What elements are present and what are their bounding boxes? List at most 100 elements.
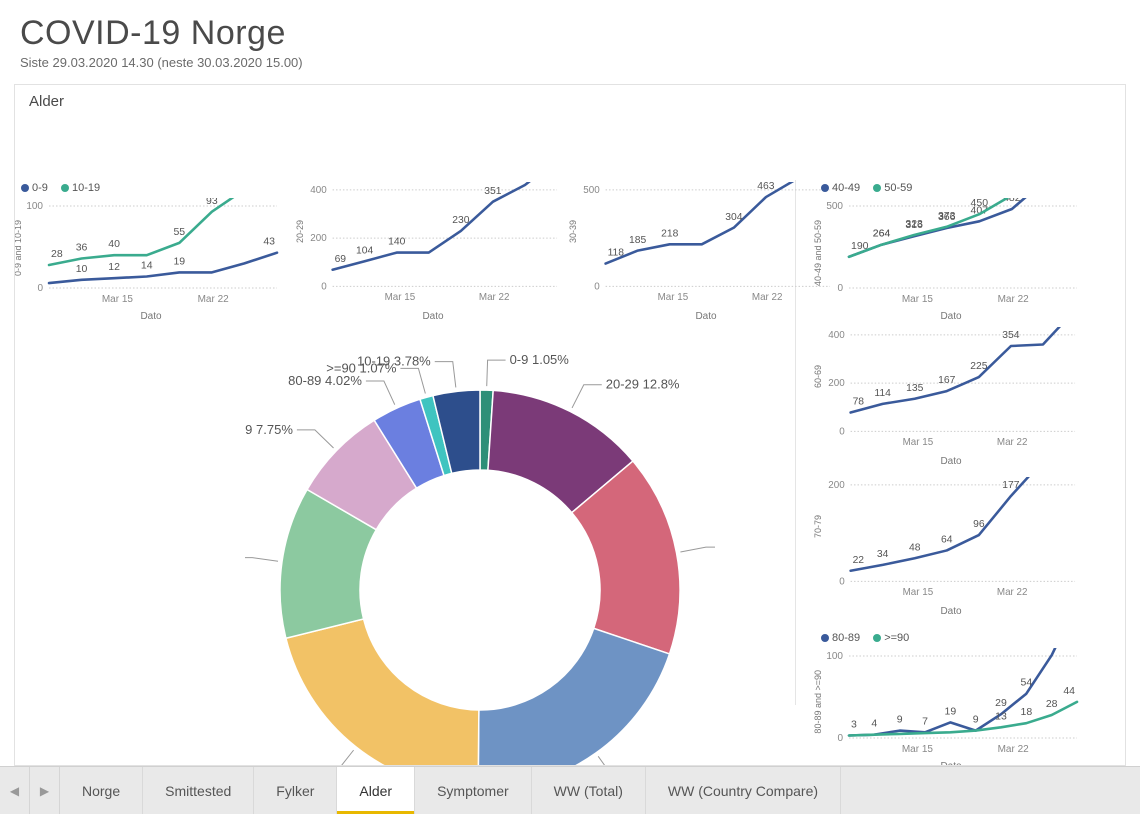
svg-text:40: 40 (108, 238, 120, 250)
bottom-tab-bar: ◀ ▶ Norge Smittested Fylker Alder Symptomer W… (0, 766, 1140, 814)
svg-text:351: 351 (484, 186, 501, 197)
svg-text:304: 304 (725, 212, 742, 223)
svg-text:118: 118 (608, 248, 625, 259)
svg-text:185: 185 (629, 235, 646, 246)
svg-text:22: 22 (853, 555, 865, 566)
age-donut-chart[interactable]: 0-9 1.05%20-29 12.8%30-39 16.33%40-49 19… (245, 355, 715, 766)
svg-text:9: 9 (897, 714, 903, 726)
svg-text:Mar 22: Mar 22 (752, 292, 783, 303)
svg-text:218: 218 (661, 228, 678, 239)
svg-text:36: 36 (76, 241, 88, 253)
chart-60-69[interactable]: 60-69 0 200 400 Mar 15 Mar 22 78 114 135 167 225 3… (815, 325, 1087, 465)
svg-text:167: 167 (938, 375, 955, 386)
svg-text:0-9 1.05%: 0-9 1.05% (510, 355, 570, 367)
svg-text:Mar 22: Mar 22 (997, 587, 1028, 598)
svg-text:0: 0 (594, 281, 600, 292)
svg-text:29: 29 (995, 697, 1007, 709)
tab-smittested[interactable]: Smittested (143, 767, 254, 814)
svg-text:13: 13 (995, 710, 1007, 722)
svg-text:200: 200 (828, 480, 845, 491)
svg-text:19: 19 (173, 255, 185, 267)
svg-text:96: 96 (973, 519, 985, 530)
svg-text:0: 0 (321, 281, 327, 292)
chart-40-49-50-59[interactable]: 40-49 50-59 40-49 and 50-59 0 500 Mar 15 Ma… (815, 180, 1087, 320)
svg-text:34: 34 (877, 549, 889, 560)
chart-60-69-xlabel: Dato (940, 456, 961, 467)
tab-scroll-left[interactable]: ◀ (0, 767, 30, 814)
svg-text:354: 354 (1002, 330, 1019, 341)
svg-text:230: 230 (452, 215, 469, 226)
svg-text:200: 200 (828, 378, 845, 389)
svg-text:Mar 22: Mar 22 (998, 744, 1030, 755)
tab-ww-total-[interactable]: WW (Total) (532, 767, 646, 814)
svg-text:500: 500 (583, 185, 600, 196)
svg-text:0: 0 (839, 576, 845, 587)
svg-text:Mar 15: Mar 15 (385, 292, 416, 303)
tab-alder[interactable]: Alder (337, 767, 415, 814)
svg-text:450: 450 (971, 198, 989, 209)
svg-text:0: 0 (839, 426, 845, 437)
svg-text:101: 101 (1043, 648, 1061, 650)
svg-text:Mar 22: Mar 22 (998, 294, 1030, 305)
svg-text:Mar 15: Mar 15 (102, 294, 134, 305)
svg-text:Mar 15: Mar 15 (902, 744, 934, 755)
chart-0-9-10-19[interactable]: 0-9 10-19 0-9 and 10-19 0 100 Mar 15 Mar 22… (15, 180, 287, 320)
svg-text:Mar 22: Mar 22 (198, 294, 230, 305)
svg-text:323: 323 (905, 218, 923, 230)
svg-text:Mar 15: Mar 15 (902, 294, 934, 305)
tab-items-container: Norge Smittested Fylker Alder Symptomer WW (T… (60, 767, 841, 814)
svg-text:28: 28 (1046, 698, 1058, 710)
svg-text:400: 400 (828, 330, 845, 341)
svg-text:0: 0 (837, 283, 843, 294)
svg-text:48: 48 (909, 542, 921, 553)
chart-80-89-svg: 0100Mar 15Mar 22349719929541011651318284… (815, 648, 1087, 758)
chart-0-9-legend: 0-9 10-19 (21, 182, 110, 194)
tab-fylker[interactable]: Fylker (254, 767, 337, 814)
svg-text:177: 177 (1002, 480, 1019, 491)
page-title: COVID-19 Norge (20, 14, 1120, 53)
svg-text:93: 93 (206, 198, 218, 207)
svg-text:70-79 7.75%: 70-79 7.75% (245, 422, 293, 437)
svg-text:Mar 15: Mar 15 (658, 292, 689, 303)
svg-text:69: 69 (335, 254, 347, 265)
svg-text:Mar 15: Mar 15 (903, 587, 934, 598)
svg-text:400: 400 (310, 185, 327, 196)
chart-0-9-xlabel: Dato (140, 311, 161, 322)
svg-text:0: 0 (37, 283, 43, 294)
chart-70-79-svg: 0200Mar 15Mar 222234486496177318 (815, 477, 1087, 603)
svg-text:20-29 12.8%: 20-29 12.8% (606, 377, 680, 392)
svg-text:373: 373 (938, 210, 956, 222)
svg-text:18: 18 (1020, 706, 1032, 718)
tab-norge[interactable]: Norge (60, 767, 143, 814)
svg-text:64: 64 (941, 535, 953, 546)
svg-text:100: 100 (26, 201, 43, 212)
svg-text:140: 140 (388, 237, 405, 248)
svg-text:264: 264 (873, 228, 891, 240)
tab-scroll-right[interactable]: ▶ (30, 767, 60, 814)
svg-text:7: 7 (922, 715, 928, 727)
svg-text:78: 78 (853, 397, 865, 408)
tab-ww-country-compare-[interactable]: WW (Country Compare) (646, 767, 841, 814)
svg-text:Mar 22: Mar 22 (997, 437, 1028, 448)
svg-text:14: 14 (141, 260, 153, 272)
chart-30-39-xlabel: Dato (695, 311, 716, 322)
svg-text:55: 55 (173, 226, 185, 238)
tab-symptomer[interactable]: Symptomer (415, 767, 532, 814)
dashboard-panel: Alder 0-9 10-19 0-9 and 10-19 0 100 Mar 15… (14, 84, 1126, 766)
chart-80-89-legend: 80-89 >=90 (821, 632, 919, 644)
svg-text:19: 19 (944, 705, 956, 717)
svg-text:9: 9 (973, 714, 979, 726)
svg-text:0: 0 (837, 733, 843, 744)
svg-text:50-59 20.97%: 50-59 20.97% (245, 763, 316, 766)
svg-text:3: 3 (851, 719, 857, 731)
chart-80-89-90[interactable]: 80-89 >=90 80-89 and >=90 0 100 Mar 15 Mar … (815, 630, 1087, 766)
svg-text:4: 4 (871, 718, 877, 730)
svg-text:10-19 3.78%: 10-19 3.78% (357, 355, 431, 369)
header: COVID-19 Norge Siste 29.03.2020 14.30 (n… (0, 0, 1140, 76)
svg-text:500: 500 (826, 201, 843, 212)
